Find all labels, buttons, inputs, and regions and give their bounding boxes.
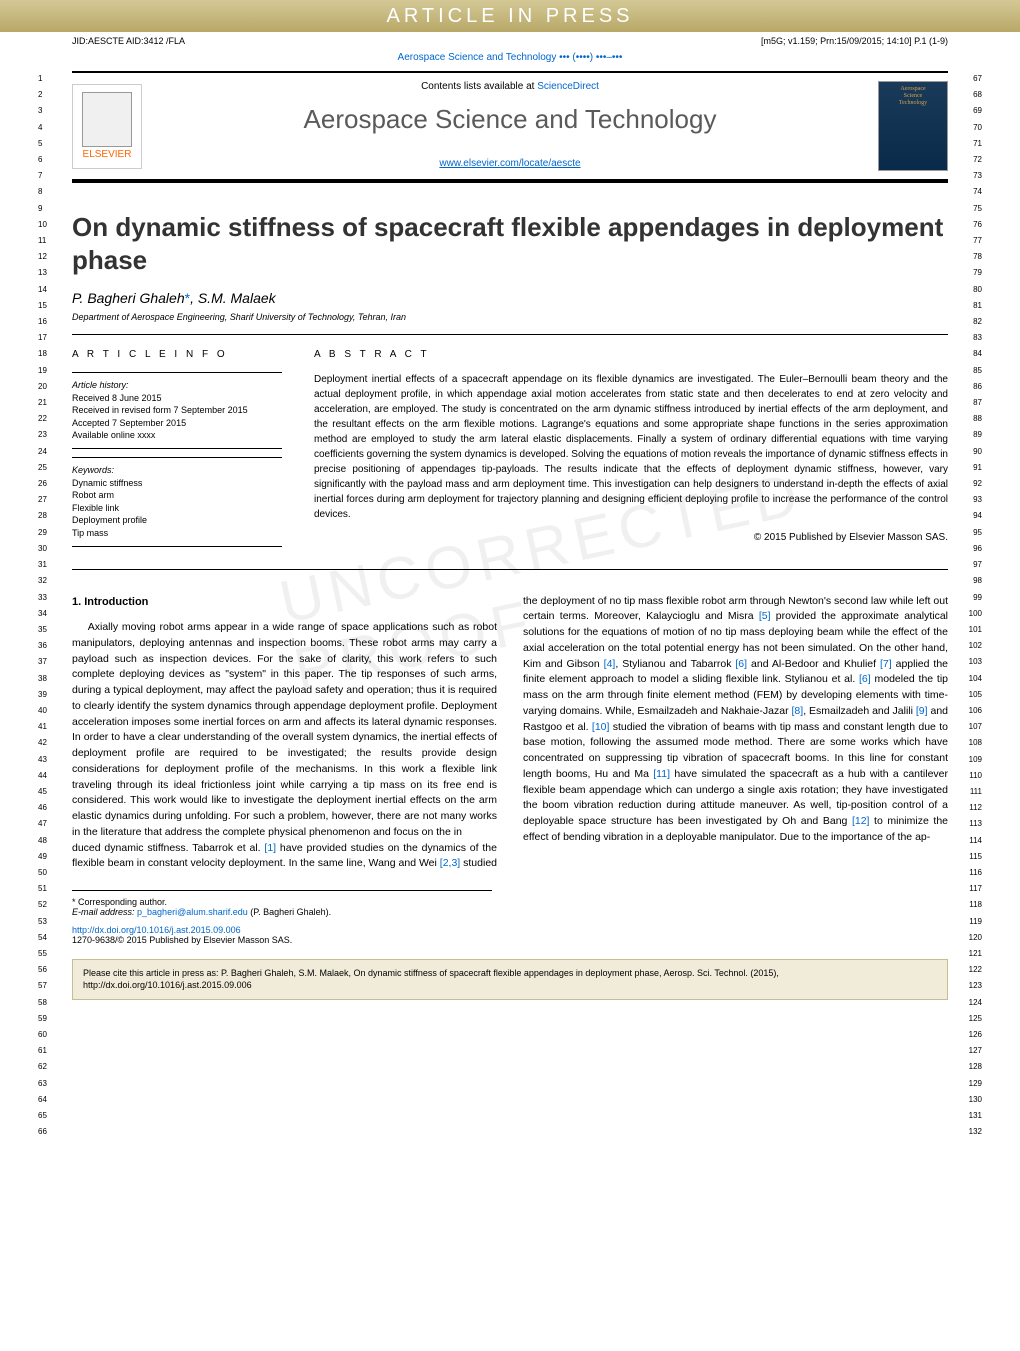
body-columns: 1. Introduction Axially moving robot arm… — [72, 594, 948, 873]
email-line: E-mail address: p_bagheri@alum.sharif.ed… — [72, 907, 492, 917]
meta-left: JID:AESCTE AID:3412 /FLA — [72, 36, 185, 46]
p2-e: , Stylianou and Tabarrok — [615, 658, 735, 670]
keywords-label: Keywords: — [72, 464, 282, 477]
corresponding-author-note: * Corresponding author. — [72, 897, 492, 907]
ref-10[interactable]: [10] — [592, 721, 610, 733]
article-info-heading: A R T I C L E I N F O — [72, 349, 282, 360]
email-link[interactable]: p_bagheri@alum.sharif.edu — [137, 907, 248, 917]
ref-4[interactable]: [4] — [604, 658, 616, 670]
doi-link[interactable]: http://dx.doi.org/10.1016/j.ast.2015.09.… — [72, 925, 241, 935]
journal-name: Aerospace Science and Technology — [154, 104, 866, 135]
affiliation: Department of Aerospace Engineering, Sha… — [72, 312, 948, 322]
keywords-block: Keywords: Dynamic stiffness Robot arm Fl… — [72, 457, 282, 547]
history-2: Accepted 7 September 2015 — [72, 417, 282, 430]
issn-copyright: 1270-9638/© 2015 Published by Elsevier M… — [72, 935, 948, 945]
sciencedirect-link[interactable]: ScienceDirect — [537, 81, 599, 92]
ref-5[interactable]: [5] — [759, 610, 771, 622]
keyword-4: Tip mass — [72, 527, 282, 540]
p2-f: and Al-Bedoor and Khulief — [747, 658, 880, 670]
history-label: Article history: — [72, 379, 282, 392]
abstract-text: Deployment inertial effects of a spacecr… — [314, 372, 948, 522]
email-label: E-mail address: — [72, 907, 137, 917]
elsevier-tree-icon — [82, 92, 132, 147]
ref-6b[interactable]: [6] — [859, 673, 871, 685]
cover-text-1: Aerospace — [900, 86, 925, 93]
intro-paragraph-1: Axially moving robot arms appear in a wi… — [72, 620, 497, 841]
author-sep: , — [190, 290, 198, 306]
ref-2-3[interactable]: [2,3] — [440, 857, 460, 869]
line-numbers-left: 1234567891011121314151617181920212223242… — [38, 71, 47, 1140]
author-1: P. Bagheri Ghaleh — [72, 290, 185, 306]
contents-prefix: Contents lists available at — [421, 81, 537, 92]
keyword-3: Deployment profile — [72, 514, 282, 527]
p2-i: , Esmailzadeh and Jalili — [803, 705, 916, 717]
article-in-press-banner: ARTICLE IN PRESS — [0, 0, 1020, 32]
history-block: Article history: Received 8 June 2015 Re… — [72, 372, 282, 449]
ref-6[interactable]: [6] — [735, 658, 747, 670]
elsevier-logo: ELSEVIER — [72, 84, 142, 169]
article-title: On dynamic stiffness of spacecraft flexi… — [72, 211, 948, 276]
ref-1[interactable]: [1] — [264, 842, 276, 854]
article-info: A R T I C L E I N F O Article history: R… — [72, 349, 282, 555]
section-1-heading: 1. Introduction — [72, 594, 497, 611]
ref-8[interactable]: [8] — [792, 705, 804, 717]
journal-cover-thumb: Aerospace Science Technology — [878, 81, 948, 171]
history-3: Available online xxxx — [72, 429, 282, 442]
masthead-center: Contents lists available at ScienceDirec… — [154, 81, 866, 171]
authors: P. Bagheri Ghaleh*, S.M. Malaek — [72, 290, 948, 306]
journal-reference: Aerospace Science and Technology ••• (••… — [0, 50, 1020, 71]
history-1: Received in revised form 7 September 201… — [72, 404, 282, 417]
keyword-2: Flexible link — [72, 502, 282, 515]
history-0: Received 8 June 2015 — [72, 392, 282, 405]
doi-line: http://dx.doi.org/10.1016/j.ast.2015.09.… — [72, 925, 948, 935]
line-numbers-right: 6768697071727374757677787980818283848586… — [969, 71, 982, 1140]
divider — [72, 569, 948, 570]
footnotes: * Corresponding author. E-mail address: … — [72, 890, 492, 917]
cover-text-2: Science — [904, 93, 923, 100]
meta-right: [m5G; v1.159; Prn:15/09/2015; 14:10] P.1… — [761, 36, 948, 46]
ref-7[interactable]: [7] — [880, 658, 892, 670]
cover-text-3: Technology — [899, 100, 927, 107]
meta-row: JID:AESCTE AID:3412 /FLA [m5G; v1.159; P… — [0, 32, 1020, 50]
cite-box: Please cite this article in press as: P.… — [72, 959, 948, 1000]
ref-12[interactable]: [12] — [852, 815, 870, 827]
journal-url-link[interactable]: www.elsevier.com/locate/aescte — [439, 158, 580, 169]
abstract-copyright: © 2015 Published by Elsevier Masson SAS. — [314, 532, 948, 543]
contents-line: Contents lists available at ScienceDirec… — [154, 81, 866, 92]
abstract-heading: A B S T R A C T — [314, 349, 948, 360]
abstract: A B S T R A C T Deployment inertial effe… — [314, 349, 948, 555]
email-suffix: (P. Bagheri Ghaleh). — [248, 907, 331, 917]
p2-a: duced dynamic stiffness. Tabarrok et al. — [72, 842, 264, 854]
info-abstract-row: A R T I C L E I N F O Article history: R… — [72, 334, 948, 555]
keyword-1: Robot arm — [72, 489, 282, 502]
ref-11[interactable]: [11] — [653, 768, 670, 780]
keyword-0: Dynamic stiffness — [72, 477, 282, 490]
elsevier-label: ELSEVIER — [83, 149, 132, 160]
masthead: ELSEVIER Contents lists available at Sci… — [72, 71, 948, 183]
author-2: S.M. Malaek — [198, 290, 276, 306]
ref-9[interactable]: [9] — [916, 705, 928, 717]
